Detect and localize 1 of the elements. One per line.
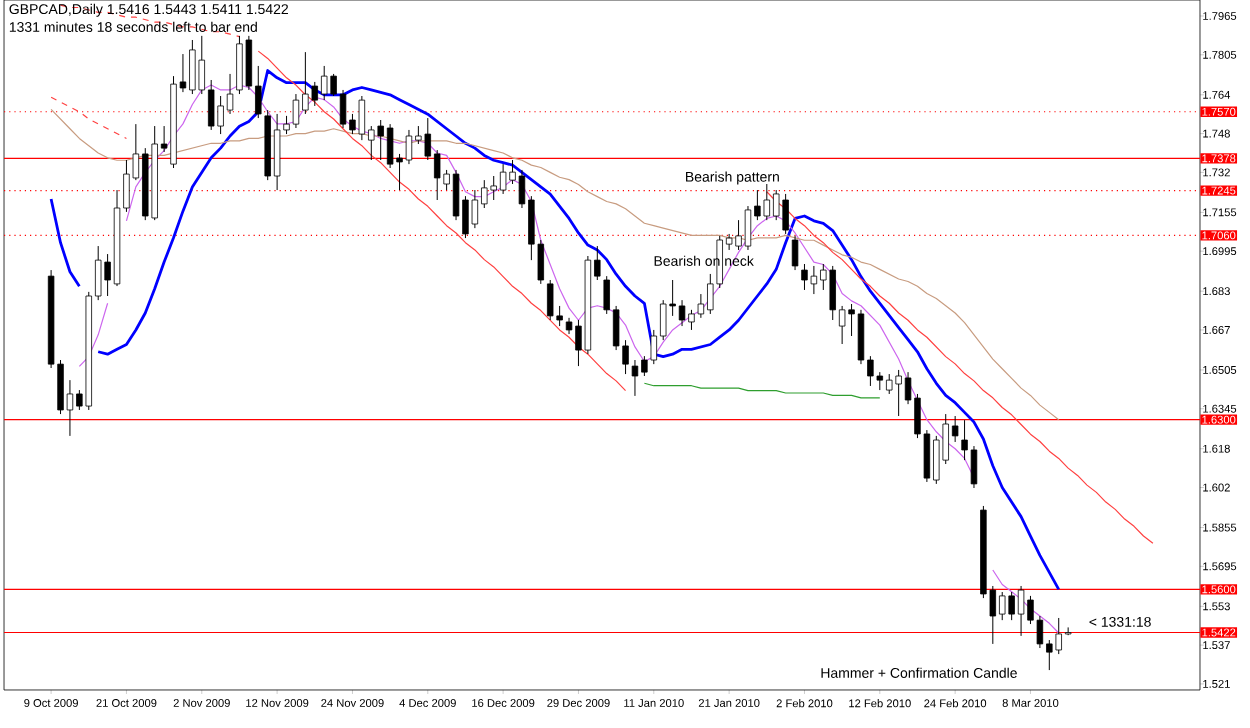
candlestick [791,235,799,271]
